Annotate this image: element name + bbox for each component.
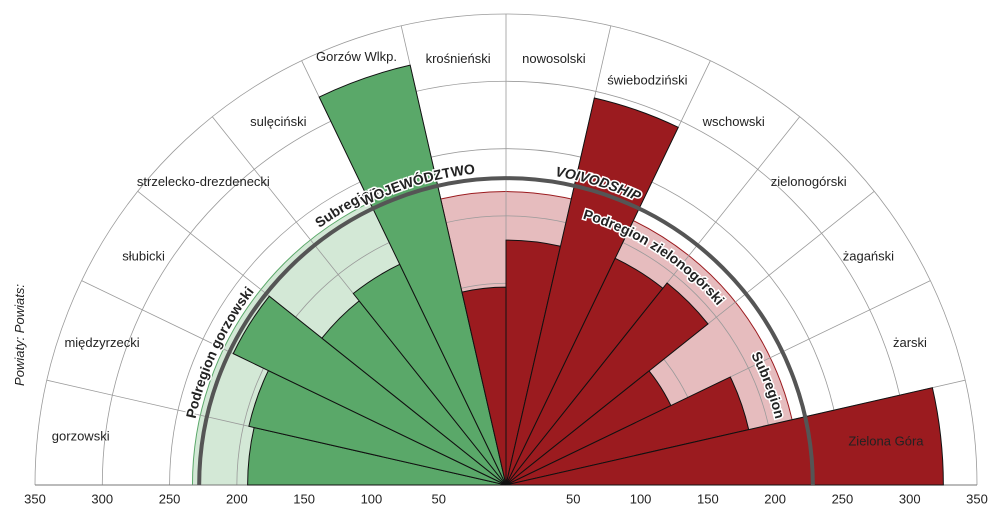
bar bbox=[505, 282, 709, 486]
category-label: słubicki bbox=[122, 249, 165, 264]
tick-label-right: 350 bbox=[966, 491, 988, 506]
category-label: krośnieński bbox=[426, 51, 491, 66]
category-label: strzelecko-drezdenecki bbox=[137, 174, 270, 189]
tick-label-right: 100 bbox=[630, 491, 652, 506]
tick-label-left: 250 bbox=[159, 491, 181, 506]
tick-label-left: 50 bbox=[431, 491, 445, 506]
tick-label-left: 200 bbox=[226, 491, 248, 506]
tick-label-right: 200 bbox=[764, 491, 786, 506]
category-label: gorzowski bbox=[52, 429, 110, 444]
category-label: sulęciński bbox=[250, 114, 306, 129]
category-label: Zielona Góra bbox=[848, 434, 924, 449]
axis-label-pl: Powiaty: bbox=[12, 336, 27, 386]
tick-label-left: 350 bbox=[24, 491, 46, 506]
category-label: żagański bbox=[843, 249, 894, 264]
category-label: nowosolski bbox=[522, 51, 586, 66]
category-label: świebodziński bbox=[607, 72, 687, 87]
tick-label-right: 250 bbox=[832, 491, 854, 506]
tick-label-left: 100 bbox=[361, 491, 383, 506]
category-label: Gorzów Wlkp. bbox=[316, 49, 397, 64]
bar bbox=[505, 97, 679, 486]
tick-label-right: 50 bbox=[566, 491, 580, 506]
axis-label-en: Powiats: bbox=[12, 284, 27, 334]
category-label: żarski bbox=[893, 335, 927, 350]
tick-label-right: 150 bbox=[697, 491, 719, 506]
category-label: wschowski bbox=[702, 114, 765, 129]
voivodship-ring bbox=[197, 176, 815, 486]
category-label: międzyrzecki bbox=[64, 335, 139, 350]
tick-label-right: 300 bbox=[899, 491, 921, 506]
bar bbox=[232, 295, 507, 486]
tick-label-left: 300 bbox=[91, 491, 113, 506]
bar bbox=[318, 64, 507, 486]
bar bbox=[505, 387, 944, 486]
tick-label-left: 150 bbox=[293, 491, 315, 506]
axis-label: Powiaty: Powiats: bbox=[12, 284, 27, 386]
category-label: zielonogórski bbox=[771, 174, 847, 189]
bars bbox=[197, 64, 944, 486]
